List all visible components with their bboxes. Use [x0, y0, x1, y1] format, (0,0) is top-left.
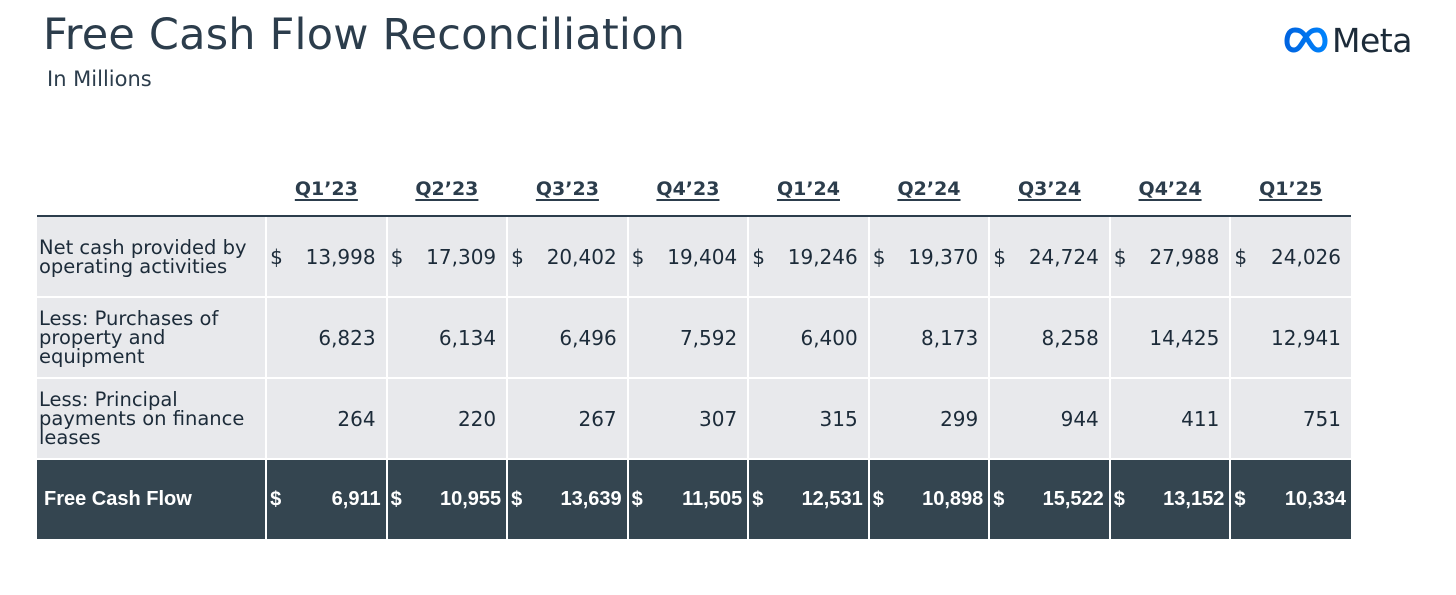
- table-cell: 411: [1108, 377, 1231, 459]
- table-cell: $13,152: [1108, 458, 1231, 539]
- table-cell: 7,592: [626, 296, 749, 378]
- cell-value: 19,370: [908, 244, 979, 269]
- cell-value: 13,998: [305, 244, 376, 269]
- cell-value: 19,246: [787, 244, 858, 269]
- table-cell: 8,258: [988, 296, 1110, 378]
- table-cell: $24,724: [988, 215, 1110, 297]
- table-cell: $20,402: [506, 215, 628, 297]
- table-cell: $15,522: [988, 458, 1110, 539]
- cell-value: 20,402: [546, 244, 617, 269]
- brand-name: Meta: [1332, 20, 1412, 60]
- table-cell: 264: [265, 377, 387, 459]
- currency-symbol: $: [390, 488, 402, 510]
- column-header: Q1’23: [266, 163, 387, 217]
- table-cell: 6,823: [265, 296, 387, 378]
- cell-value: 11,505: [682, 488, 743, 510]
- brand-logo: Meta: [1284, 20, 1412, 60]
- table-cell: 8,173: [867, 296, 990, 378]
- column-header: Q3’24: [989, 163, 1110, 217]
- currency-symbol: $: [1234, 488, 1246, 510]
- table-cell: $13,639: [506, 458, 628, 539]
- meta-infinity-icon: [1284, 27, 1328, 53]
- table-cell: 751: [1229, 377, 1351, 459]
- cell-value: 13,639: [560, 488, 622, 510]
- total-row-label: Free Cash Flow: [37, 458, 267, 539]
- currency-symbol: $: [872, 244, 886, 269]
- table-cell: 315: [747, 377, 869, 459]
- currency-symbol: $: [1113, 488, 1125, 510]
- currency-symbol: $: [270, 244, 283, 269]
- table-header-row: Q1’23 Q2’23 Q3’23 Q4’23 Q1’24 Q2’24 Q3’2…: [37, 163, 1351, 217]
- table-cell: $27,988: [1108, 215, 1231, 297]
- currency-symbol: $: [752, 488, 764, 510]
- table-row-operating-cash: Net cash provided by operating activitie…: [37, 215, 1351, 297]
- table-cell: $10,955: [385, 458, 508, 539]
- cell-value: 13,152: [1163, 488, 1225, 510]
- table-cell: 14,425: [1108, 296, 1231, 378]
- table-cell: $10,334: [1229, 458, 1351, 539]
- currency-symbol: $: [1113, 244, 1127, 269]
- cell-value: 10,334: [1284, 488, 1346, 510]
- table-cell: $13,998: [265, 215, 387, 297]
- cell-value: 27,988: [1149, 244, 1220, 269]
- column-header: Q2’23: [386, 163, 508, 217]
- column-header: Q3’23: [507, 163, 628, 217]
- table-cell: 12,941: [1229, 296, 1351, 378]
- cell-value: 17,309: [426, 244, 497, 269]
- table-cell: $11,505: [626, 458, 749, 539]
- column-header: Q1’25: [1230, 163, 1351, 217]
- table-cell: $19,370: [867, 215, 990, 297]
- table-cell: $6,911: [265, 458, 387, 539]
- currency-symbol: $: [631, 244, 645, 269]
- fcf-reconciliation-table: Q1’23 Q2’23 Q3’23 Q4’23 Q1’24 Q2’24 Q3’2…: [37, 163, 1351, 539]
- table-cell: 944: [988, 377, 1110, 459]
- currency-symbol: $: [631, 488, 643, 510]
- currency-symbol: $: [872, 488, 884, 510]
- cell-value: 12,531: [801, 488, 863, 510]
- table-cell: $12,531: [747, 458, 869, 539]
- currency-symbol: $: [270, 488, 282, 510]
- currency-symbol: $: [390, 244, 404, 269]
- currency-symbol: $: [511, 488, 523, 510]
- currency-symbol: $: [511, 244, 524, 269]
- cell-value: 24,026: [1271, 244, 1341, 269]
- cell-value: 15,522: [1042, 488, 1104, 510]
- table-cell: $17,309: [385, 215, 508, 297]
- table-cell: $19,246: [747, 215, 869, 297]
- row-label: Less: Purchases of property and equipmen…: [37, 296, 267, 378]
- table-cell: $24,026: [1229, 215, 1351, 297]
- page-title: Free Cash Flow Reconciliation: [43, 10, 686, 60]
- table-row-finance-leases: Less: Principal payments on finance leas…: [37, 377, 1351, 459]
- cell-value: 6,911: [331, 488, 381, 510]
- table-row-free-cash-flow: Free Cash Flow $6,911 $10,955 $13,639 $1…: [37, 458, 1351, 539]
- table-cell: 307: [626, 377, 749, 459]
- table-cell: 6,134: [385, 296, 508, 378]
- currency-symbol: $: [993, 244, 1006, 269]
- table-cell: 6,496: [506, 296, 628, 378]
- table-row-capex: Less: Purchases of property and equipmen…: [37, 296, 1351, 378]
- table-cell: 220: [385, 377, 508, 459]
- cell-value: 24,724: [1028, 244, 1099, 269]
- table-cell: 267: [506, 377, 628, 459]
- cell-value: 10,955: [439, 488, 502, 510]
- cell-value: 19,404: [667, 244, 738, 269]
- table-cell: $19,404: [626, 215, 749, 297]
- column-header: Q4’23: [627, 163, 749, 217]
- table-cell: $10,898: [867, 458, 990, 539]
- column-header: Q1’24: [748, 163, 869, 217]
- cell-value: 10,898: [922, 488, 984, 510]
- page-subtitle: In Millions: [47, 67, 152, 91]
- row-label: Net cash provided by operating activitie…: [37, 215, 267, 297]
- header-label-cell: [37, 163, 267, 217]
- column-header: Q2’24: [868, 163, 990, 217]
- table-cell: 299: [867, 377, 990, 459]
- currency-symbol: $: [1234, 244, 1248, 269]
- table-cell: 6,400: [747, 296, 869, 378]
- currency-symbol: $: [752, 244, 765, 269]
- row-label: Less: Principal payments on finance leas…: [37, 377, 267, 459]
- currency-symbol: $: [993, 488, 1005, 510]
- column-header: Q4’24: [1109, 163, 1231, 217]
